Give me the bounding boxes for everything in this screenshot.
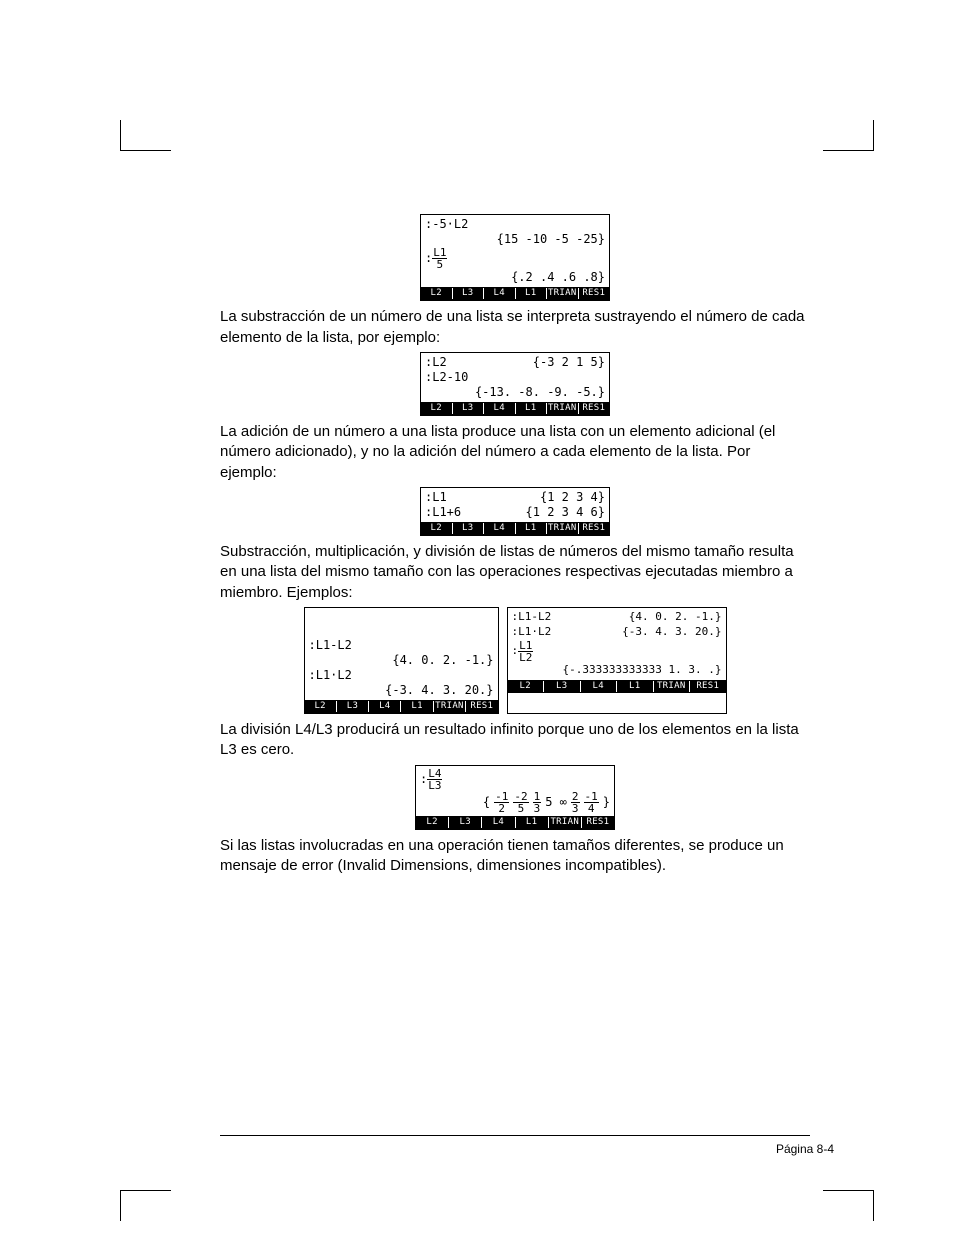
- content-area: :-5·L2 {15 -10 -5 -25} : L1 5 {.2 .4 .6 …: [220, 120, 810, 876]
- scr2-r2: {-13. -8. -9. -5.}: [475, 385, 605, 400]
- scr3-r2: {1 2 3 4 6}: [526, 505, 605, 520]
- scr1-line2-result: {.2 .4 .6 .8}: [511, 270, 605, 285]
- scr1-line2-prefix: :: [425, 251, 432, 266]
- screen-pair: :L1-L2 {4. 0. 2. -1.} :L1·L2 {-3. 4. 3. …: [220, 607, 810, 714]
- paragraph-3: Substracción, multiplicación, y división…: [220, 542, 810, 603]
- scr3-l1: :L1: [425, 490, 447, 505]
- scr5-lhs-fraction: L4 L3: [427, 768, 442, 791]
- scr5-result: { -12 -25 13 5 ∞ 23 -14 }: [483, 791, 610, 814]
- crop-mark-top-right: [823, 120, 874, 151]
- softkeys-3: L2 L3 L4 L1 TRIAN RES1: [421, 522, 609, 535]
- calc-screen-3: :L1 {1 2 3 4} :L1+6 {1 2 3 4 6} L2 L3 L4…: [420, 487, 610, 536]
- scr1-line1-left: :-5·L2: [425, 217, 468, 232]
- calc-screen-4b: :L1-L2 {4. 0. 2. -1.} :L1·L2 {-3. 4. 3. …: [507, 607, 727, 714]
- crop-mark-top-left: [120, 120, 171, 151]
- scr2-l1: :L2: [425, 355, 447, 370]
- calc-screen-1: :-5·L2 {15 -10 -5 -25} : L1 5 {.2 .4 .6 …: [420, 214, 610, 301]
- calc-screen-4a: :L1-L2 {4. 0. 2. -1.} :L1·L2 {-3. 4. 3. …: [304, 607, 499, 714]
- crop-mark-bottom-left: [120, 1190, 171, 1221]
- scr1-fraction: L1 5: [432, 247, 447, 270]
- scr2-r1: {-3 2 1 5}: [533, 355, 605, 370]
- softkeys-4a: L2 L3 L4 L1 TRIAN RES1: [305, 700, 498, 713]
- crop-mark-bottom-right: [823, 1190, 874, 1221]
- footer-rule: [220, 1135, 810, 1154]
- softkeys-5: L2 L3 L4 L1 TRIAN RES1: [416, 816, 614, 829]
- scr1-line1-result: {15 -10 -5 -25}: [497, 232, 605, 247]
- softkeys-4b: L2 L3 L4 L1 TRIAN RES1: [508, 680, 726, 693]
- softkeys-1: L2 L3 L4 L1 TRIAN RES1: [421, 287, 609, 300]
- paragraph-1: La substracción de un número de una list…: [220, 307, 810, 348]
- calc-screen-2: :L2 {-3 2 1 5} :L2-10 {-13. -8. -9. -5.}…: [420, 352, 610, 416]
- paragraph-2: La adición de un número a una lista prod…: [220, 422, 810, 483]
- scr4b-fraction: L1 L2: [518, 640, 533, 663]
- scr2-l2: :L2-10: [425, 370, 468, 385]
- scr3-l2: :L1+6: [425, 505, 461, 520]
- paragraph-5: Si las listas involucradas en una operac…: [220, 836, 810, 877]
- page-number: Página 8-4: [776, 1142, 834, 1156]
- scr3-r1: {1 2 3 4}: [540, 490, 605, 505]
- softkeys-2: L2 L3 L4 L1 TRIAN RES1: [421, 402, 609, 415]
- calc-screen-5: : L4 L3 { -12 -25 13 5 ∞ 23 -14 }: [415, 765, 615, 830]
- paragraph-4: La división L4/L3 producirá un resultado…: [220, 720, 810, 761]
- page: :-5·L2 {15 -10 -5 -25} : L1 5 {.2 .4 .6 …: [0, 0, 954, 1235]
